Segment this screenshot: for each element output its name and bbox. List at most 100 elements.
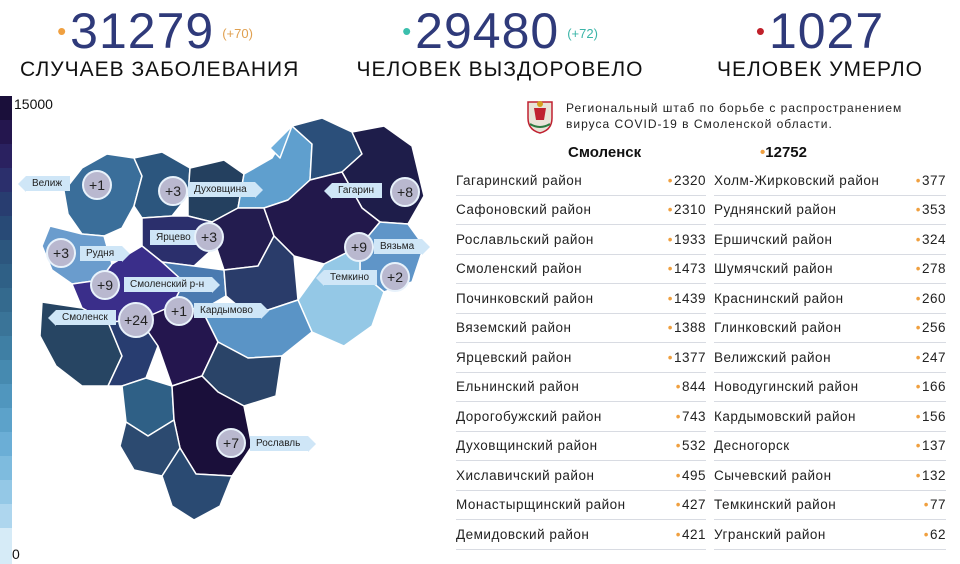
district-name: Ельнинский район bbox=[456, 379, 580, 395]
district-name: Смоленский район bbox=[456, 261, 583, 277]
district-value: 132 bbox=[912, 468, 946, 483]
map-bubble-temkino: +2 bbox=[380, 262, 410, 292]
district-row: Кардымовский район 156 bbox=[714, 402, 946, 432]
district-value: 137 bbox=[912, 438, 946, 453]
stat-deaths: • 1027 Человек умерло bbox=[700, 0, 940, 82]
deaths-label: Человек умерло bbox=[717, 58, 923, 81]
city-name: Смоленск bbox=[568, 144, 642, 161]
district-value: 1473 bbox=[664, 261, 706, 276]
district-row: Угранский район 62 bbox=[714, 520, 946, 550]
recovered-label: Человек выздоровело bbox=[356, 58, 644, 81]
district-value: 1439 bbox=[664, 291, 706, 306]
district-row: Вяземский район 1388 bbox=[456, 314, 706, 343]
district-value: 324 bbox=[912, 232, 946, 247]
orange-dot-icon: • bbox=[57, 16, 67, 46]
district-name: Десногорск bbox=[714, 438, 790, 454]
district-row: Смоленский район 1473 bbox=[456, 255, 706, 284]
map-bubble-roslavl: +7 bbox=[216, 428, 246, 458]
district-row: Духовщинский район 532 bbox=[456, 432, 706, 461]
map-label-roslavl: Рославль bbox=[250, 436, 317, 452]
map-label-gagarin: Гагарин bbox=[323, 183, 383, 199]
district-row: Шумячский район 278 bbox=[714, 255, 946, 284]
map-bubble-kardymovo: +1 bbox=[164, 296, 194, 326]
map-bubble-dukhovshchina: +3 bbox=[158, 176, 188, 206]
recovered-delta: (+72) bbox=[567, 26, 598, 41]
district-value: 1388 bbox=[664, 320, 706, 335]
district-value: 278 bbox=[912, 261, 946, 276]
recovered-value: 29480 bbox=[415, 3, 560, 59]
region-ershichi bbox=[161, 447, 233, 521]
district-row: Ярцевский район 1377 bbox=[456, 343, 706, 373]
district-row: Холм-Жирковский район 377 bbox=[714, 166, 946, 196]
district-value: 844 bbox=[672, 379, 706, 394]
city-value: •12752 bbox=[760, 144, 807, 161]
stat-recovered: • 29480 (+72) Человек выздоровело bbox=[350, 0, 650, 82]
district-name: Темкинский район bbox=[714, 497, 837, 513]
hq-title-line2: вируса COVID-19 в Смоленской области. bbox=[566, 117, 833, 131]
red-dot-icon: • bbox=[755, 16, 765, 46]
district-row: Десногорск 137 bbox=[714, 432, 946, 461]
district-value: 156 bbox=[912, 409, 946, 424]
cases-delta: (+70) bbox=[222, 26, 253, 41]
district-row: Ершичский район 324 bbox=[714, 225, 946, 255]
district-name: Духовщинский район bbox=[456, 438, 598, 454]
district-value: 377 bbox=[912, 173, 946, 188]
district-value: 427 bbox=[672, 497, 706, 512]
map-label-temkino: Темкино bbox=[315, 270, 378, 286]
district-name: Руднянский район bbox=[714, 202, 837, 218]
district-row: Демидовский район 421 bbox=[456, 520, 706, 550]
district-name: Ярцевский район bbox=[456, 349, 572, 365]
map-bubble-gagarin: +8 bbox=[390, 177, 420, 207]
district-name: Ершичский район bbox=[714, 231, 833, 247]
district-row: Руднянский район 353 bbox=[714, 196, 946, 225]
district-row: Дорогобужский район 743 bbox=[456, 402, 706, 432]
district-name: Шумячский район bbox=[714, 261, 834, 277]
hq-title-line1: Региональный штаб по борьбе с распростра… bbox=[566, 101, 903, 115]
map-label-dukhovshchina: Духовщина bbox=[188, 182, 263, 198]
district-value: 1933 bbox=[664, 232, 706, 247]
district-value: 1377 bbox=[664, 350, 706, 365]
district-row: Велижский район 247 bbox=[714, 343, 946, 373]
district-name: Новодугинский район bbox=[714, 379, 859, 395]
district-name: Демидовский район bbox=[456, 526, 590, 542]
district-value: 532 bbox=[672, 438, 706, 453]
district-name: Дорогобужский район bbox=[456, 408, 602, 424]
cases-value: 31279 bbox=[70, 3, 215, 59]
district-row: Новодугинский район 166 bbox=[714, 373, 946, 402]
district-name: Починковский район bbox=[456, 290, 594, 306]
district-row: Рославльский район 1933 bbox=[456, 225, 706, 255]
orange-dot-icon: • bbox=[760, 144, 766, 161]
district-name: Гагаринский район bbox=[456, 172, 583, 188]
map-bubble-rudnya: +3 bbox=[46, 238, 76, 268]
map-label-rudnya: Рудня bbox=[80, 246, 131, 262]
region-novoduginsk bbox=[269, 125, 293, 159]
district-name: Велижский район bbox=[714, 349, 832, 365]
district-value: 353 bbox=[912, 202, 946, 217]
district-name: Кардымовский район bbox=[714, 408, 856, 424]
map-bubble-smolensk: +24 bbox=[118, 302, 154, 338]
legend-color-scale bbox=[0, 96, 12, 564]
map-label-smolensk: Смоленск bbox=[48, 310, 116, 326]
district-row: Краснинский район 260 bbox=[714, 284, 946, 314]
district-name: Глинковский район bbox=[714, 320, 842, 336]
district-row: Починковский район 1439 bbox=[456, 284, 706, 314]
district-name: Монастырщинский район bbox=[456, 497, 626, 513]
map-bubble-yartsevo: +3 bbox=[194, 222, 224, 252]
district-value: 495 bbox=[672, 468, 706, 483]
district-row: Темкинский район 77 bbox=[714, 491, 946, 520]
map-label-kardymovo: Кардымово bbox=[194, 303, 269, 319]
district-name: Сафоновский район bbox=[456, 202, 592, 218]
map-label-yartsevo: Ярцево bbox=[150, 230, 199, 245]
district-name: Краснинский район bbox=[714, 290, 844, 306]
map-bubble-vyazma: +9 bbox=[344, 232, 374, 262]
district-row: Глинковский район 256 bbox=[714, 314, 946, 343]
deaths-value: 1027 bbox=[768, 3, 885, 59]
district-row: Гагаринский район 2320 bbox=[456, 166, 706, 196]
stat-cases: • 31279 (+70) Случаев заболевания bbox=[20, 0, 298, 82]
map-label-velizh: Велиж bbox=[17, 176, 71, 192]
district-value: 77 bbox=[920, 497, 946, 512]
district-name: Вяземский район bbox=[456, 320, 572, 336]
district-value: 2310 bbox=[664, 202, 706, 217]
district-value: 166 bbox=[912, 379, 946, 394]
coat-of-arms-icon bbox=[527, 101, 553, 134]
